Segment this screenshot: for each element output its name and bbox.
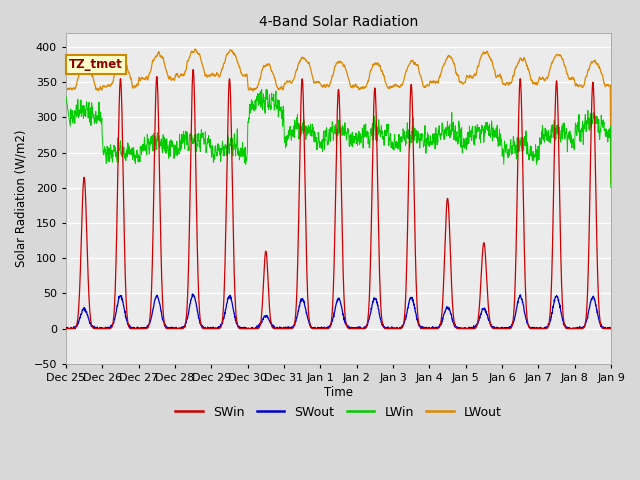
Legend: SWin, SWout, LWin, LWout: SWin, SWout, LWin, LWout [170, 401, 507, 424]
Text: TZ_tmet: TZ_tmet [68, 58, 122, 71]
Y-axis label: Solar Radiation (W/m2): Solar Radiation (W/m2) [15, 130, 28, 267]
Title: 4-Band Solar Radiation: 4-Band Solar Radiation [259, 15, 418, 29]
X-axis label: Time: Time [324, 385, 353, 398]
